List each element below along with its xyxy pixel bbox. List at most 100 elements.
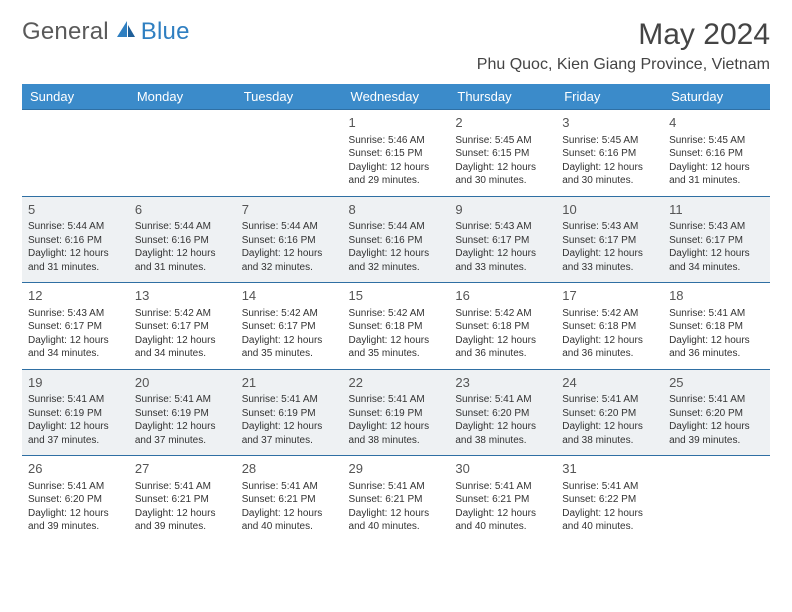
calendar-day-cell: 9Sunrise: 5:43 AMSunset: 6:17 PMDaylight… <box>449 196 556 283</box>
sunset-value: 6:16 PM <box>706 148 743 159</box>
calendar-week-row: 5Sunrise: 5:44 AMSunset: 6:16 PMDaylight… <box>22 196 770 283</box>
sunset-value: 6:19 PM <box>385 408 422 419</box>
sunrise-label: Sunrise: <box>669 221 706 232</box>
calendar-day-cell: 3Sunrise: 5:45 AMSunset: 6:16 PMDaylight… <box>556 110 663 197</box>
sunset-value: 6:18 PM <box>385 321 422 332</box>
calendar-day-cell <box>663 456 770 542</box>
daylight-value-1: 12 hours <box>283 508 322 519</box>
sunrise-label: Sunrise: <box>455 394 492 405</box>
sunrise-value: 5:45 AM <box>495 135 532 146</box>
daylight-label: Daylight: <box>349 248 388 259</box>
sunrise-label: Sunrise: <box>242 308 279 319</box>
sunset-value: 6:18 PM <box>492 321 529 332</box>
day-number: 20 <box>135 374 230 392</box>
daylight-value-1: 12 hours <box>70 248 109 259</box>
sunset-label: Sunset: <box>562 494 596 505</box>
sunset-value: 6:20 PM <box>65 494 102 505</box>
page-title: May 2024 <box>477 18 770 52</box>
brand-logo: General Blue <box>22 18 190 46</box>
sunset-line: Sunset: 6:21 PM <box>455 493 550 507</box>
sunset-line: Sunset: 6:19 PM <box>242 407 337 421</box>
sunset-label: Sunset: <box>455 235 489 246</box>
daylight-value-1: 12 hours <box>604 162 643 173</box>
sunset-label: Sunset: <box>135 235 169 246</box>
daylight-line-2: and 33 minutes. <box>562 261 657 275</box>
daylight-label: Daylight: <box>455 508 494 519</box>
sunset-line: Sunset: 6:17 PM <box>669 234 764 248</box>
daylight-value-1: 12 hours <box>604 421 643 432</box>
sunset-value: 6:16 PM <box>599 148 636 159</box>
daylight-line-2: and 40 minutes. <box>455 520 550 534</box>
daylight-line-2: and 34 minutes. <box>28 347 123 361</box>
sunrise-value: 5:41 AM <box>174 394 211 405</box>
sunrise-value: 5:42 AM <box>495 308 532 319</box>
sunrise-line: Sunrise: 5:41 AM <box>242 393 337 407</box>
daylight-line-1: Daylight: 12 hours <box>562 334 657 348</box>
sunrise-line: Sunrise: 5:41 AM <box>135 480 230 494</box>
sunrise-line: Sunrise: 5:44 AM <box>135 220 230 234</box>
daylight-value-1: 12 hours <box>497 335 536 346</box>
sunrise-line: Sunrise: 5:46 AM <box>349 134 444 148</box>
daylight-value-1: 12 hours <box>604 508 643 519</box>
sunset-label: Sunset: <box>455 408 489 419</box>
sunset-line: Sunset: 6:17 PM <box>135 320 230 334</box>
sunset-value: 6:15 PM <box>385 148 422 159</box>
sunset-value: 6:16 PM <box>172 235 209 246</box>
sunset-label: Sunset: <box>349 321 383 332</box>
daylight-line-2: and 32 minutes. <box>242 261 337 275</box>
daylight-label: Daylight: <box>669 335 708 346</box>
daylight-line-1: Daylight: 12 hours <box>28 334 123 348</box>
sunset-value: 6:19 PM <box>172 408 209 419</box>
calendar-week-row: 1Sunrise: 5:46 AMSunset: 6:15 PMDaylight… <box>22 110 770 197</box>
sunrise-label: Sunrise: <box>562 394 599 405</box>
daylight-line-1: Daylight: 12 hours <box>455 507 550 521</box>
sunrise-line: Sunrise: 5:45 AM <box>562 134 657 148</box>
sunset-line: Sunset: 6:17 PM <box>562 234 657 248</box>
daylight-label: Daylight: <box>349 508 388 519</box>
calendar-day-cell: 10Sunrise: 5:43 AMSunset: 6:17 PMDayligh… <box>556 196 663 283</box>
sunset-label: Sunset: <box>562 148 596 159</box>
daylight-line-1: Daylight: 12 hours <box>349 334 444 348</box>
calendar-day-cell: 19Sunrise: 5:41 AMSunset: 6:19 PMDayligh… <box>22 369 129 456</box>
daylight-value-1: 12 hours <box>70 421 109 432</box>
sunrise-value: 5:43 AM <box>67 308 104 319</box>
calendar-day-cell: 18Sunrise: 5:41 AMSunset: 6:18 PMDayligh… <box>663 283 770 370</box>
daylight-line-1: Daylight: 12 hours <box>28 420 123 434</box>
daylight-line-1: Daylight: 12 hours <box>135 247 230 261</box>
sunrise-label: Sunrise: <box>135 221 172 232</box>
brand-text-1: General <box>22 18 109 46</box>
sunrise-value: 5:43 AM <box>495 221 532 232</box>
sunrise-line: Sunrise: 5:41 AM <box>135 393 230 407</box>
calendar-day-cell: 7Sunrise: 5:44 AMSunset: 6:16 PMDaylight… <box>236 196 343 283</box>
day-number: 15 <box>349 287 444 305</box>
weekday-header: Friday <box>556 84 663 110</box>
sunset-line: Sunset: 6:16 PM <box>562 147 657 161</box>
sunrise-line: Sunrise: 5:43 AM <box>455 220 550 234</box>
daylight-label: Daylight: <box>349 162 388 173</box>
sunset-line: Sunset: 6:16 PM <box>135 234 230 248</box>
sunset-label: Sunset: <box>349 408 383 419</box>
sunset-label: Sunset: <box>135 321 169 332</box>
daylight-line-2: and 30 minutes. <box>455 174 550 188</box>
daylight-line-2: and 31 minutes. <box>669 174 764 188</box>
sunset-label: Sunset: <box>28 235 62 246</box>
sunset-value: 6:16 PM <box>278 235 315 246</box>
sunset-label: Sunset: <box>242 235 276 246</box>
daylight-line-2: and 38 minutes. <box>562 434 657 448</box>
sunset-label: Sunset: <box>669 235 703 246</box>
daylight-label: Daylight: <box>455 421 494 432</box>
sunrise-line: Sunrise: 5:41 AM <box>28 480 123 494</box>
daylight-label: Daylight: <box>28 508 67 519</box>
sunrise-line: Sunrise: 5:43 AM <box>28 307 123 321</box>
sunrise-label: Sunrise: <box>28 394 65 405</box>
calendar-week-row: 19Sunrise: 5:41 AMSunset: 6:19 PMDayligh… <box>22 369 770 456</box>
sunrise-label: Sunrise: <box>28 308 65 319</box>
daylight-label: Daylight: <box>28 248 67 259</box>
daylight-line-2: and 36 minutes. <box>455 347 550 361</box>
sunset-line: Sunset: 6:19 PM <box>349 407 444 421</box>
daylight-label: Daylight: <box>562 421 601 432</box>
sunset-label: Sunset: <box>669 148 703 159</box>
sunset-line: Sunset: 6:20 PM <box>28 493 123 507</box>
calendar-day-cell: 24Sunrise: 5:41 AMSunset: 6:20 PMDayligh… <box>556 369 663 456</box>
daylight-value-1: 12 hours <box>390 162 429 173</box>
